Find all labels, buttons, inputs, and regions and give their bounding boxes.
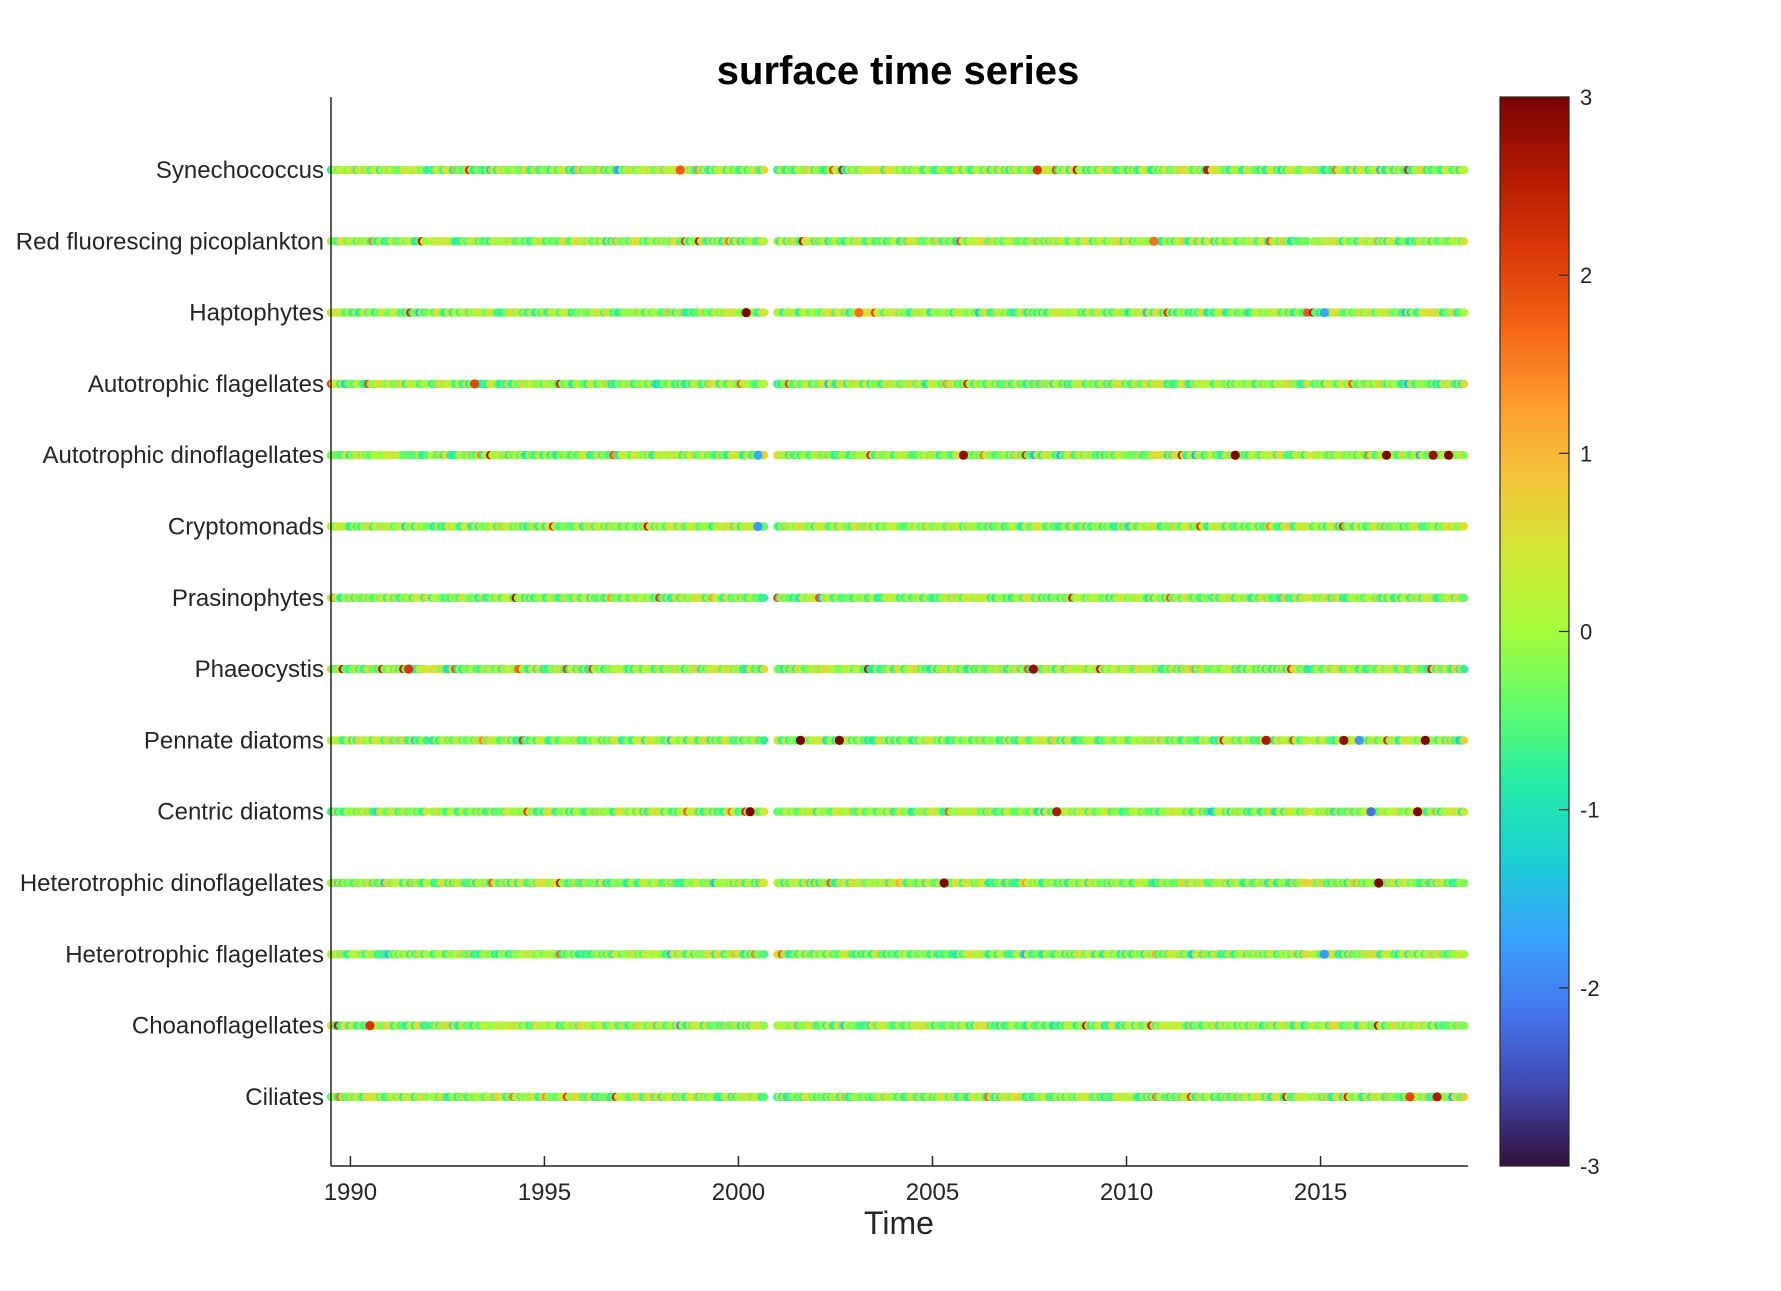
data-point [759,308,769,317]
data-point [759,379,769,389]
data-point [1459,807,1469,816]
data-point [759,664,769,674]
data-point [1459,522,1469,531]
data-point [1459,237,1469,246]
data-point [759,593,769,602]
data-point [1459,593,1469,602]
data-point [1459,736,1469,745]
data-point [759,736,769,745]
data-point [759,807,769,816]
data-point [759,878,769,888]
data-point [1459,308,1469,317]
data-point [759,237,769,246]
data-point [759,165,769,175]
data-points [326,165,1469,1102]
data-point [1459,165,1469,175]
data-point [1459,664,1469,674]
data-point [1459,451,1469,460]
chart-title: surface time series [717,49,1079,93]
data-point [1459,379,1469,389]
